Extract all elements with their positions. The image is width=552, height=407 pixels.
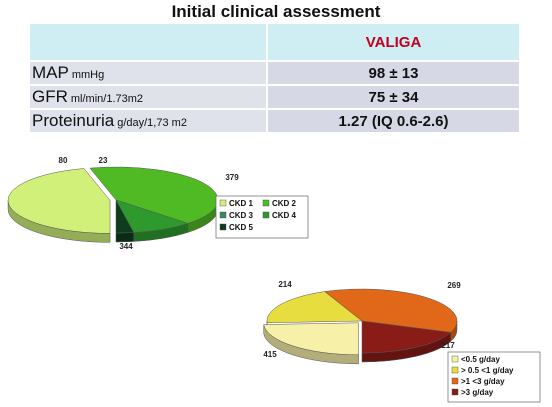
legend-label: CKD 2 — [272, 199, 297, 208]
data-label: 217 — [441, 341, 455, 350]
table-row: GFR ml/min/1.73m2 75 ± 34 — [30, 85, 521, 110]
legend-label: <0.5 g/day — [461, 355, 500, 364]
data-label: 344 — [119, 242, 133, 251]
legend-swatch — [451, 355, 459, 363]
row-label-cell: Proteinuria g/day/1,73 m2 — [30, 109, 268, 134]
legend-box — [447, 351, 541, 403]
data-label: 269 — [447, 281, 461, 290]
row-value: 75 ± 34 — [267, 85, 521, 110]
pie-slice-side — [115, 232, 135, 243]
data-label: 214 — [278, 280, 292, 289]
row-label: GFR — [32, 87, 68, 106]
legend-label: >1 <3 g/day — [461, 377, 505, 386]
legend-swatch — [219, 211, 227, 219]
row-label-cell: GFR ml/min/1.73m2 — [30, 85, 268, 110]
pie-slice — [324, 288, 458, 333]
row-unit: g/day/1,73 m2 — [117, 117, 187, 129]
table-row: Proteinuria g/day/1,73 m2 1.27 (IQ 0.6-2.… — [30, 109, 521, 134]
header-empty-cell — [30, 24, 268, 62]
row-label-cell: MAP mmHg — [30, 61, 268, 86]
row-unit: ml/min/1.73m2 — [70, 93, 144, 105]
assessment-table: VALIGA MAP mmHg 98 ± 13 GFR ml/min/1.73m2 … — [30, 24, 521, 134]
legend-swatch — [451, 366, 459, 374]
legend-label: CKD 4 — [272, 211, 297, 220]
legend-swatch — [262, 211, 270, 219]
pie-slice — [361, 320, 452, 354]
pie-slice — [7, 168, 111, 234]
row-label: Proteinuria — [32, 111, 115, 130]
legend-swatch — [219, 199, 227, 207]
data-label: 23 — [99, 156, 108, 165]
legend-swatch — [451, 388, 459, 396]
column-header-valiga: VALIGA — [267, 24, 521, 62]
page-title: Initial clinical assessment — [171, 2, 381, 21]
pie-slice — [266, 291, 363, 324]
data-label: 415 — [263, 350, 277, 359]
legend-swatch — [219, 223, 227, 231]
row-value: 1.27 (IQ 0.6-2.6) — [267, 109, 521, 134]
pie-slice — [263, 322, 359, 356]
legend-swatch — [451, 377, 459, 385]
table-row: MAP mmHg 98 ± 13 — [30, 61, 521, 86]
row-label: MAP — [32, 63, 69, 82]
legend-label: >3 g/day — [461, 388, 494, 397]
row-unit: mmHg — [71, 69, 105, 81]
legend-box — [215, 195, 309, 239]
pie-slice — [115, 199, 135, 234]
legend-label: CKD 1 — [229, 199, 254, 208]
data-label: 379 — [225, 173, 239, 182]
row-value: 98 ± 13 — [267, 61, 521, 86]
legend-label: > 0.5 <1 g/day — [461, 366, 514, 375]
pie-slice — [89, 166, 219, 224]
legend-label: CKD 3 — [229, 211, 254, 220]
data-label: 80 — [59, 156, 68, 165]
legend-label: CKD 5 — [229, 223, 254, 232]
table-header-row: VALIGA — [30, 24, 521, 62]
legend-swatch — [262, 199, 270, 207]
